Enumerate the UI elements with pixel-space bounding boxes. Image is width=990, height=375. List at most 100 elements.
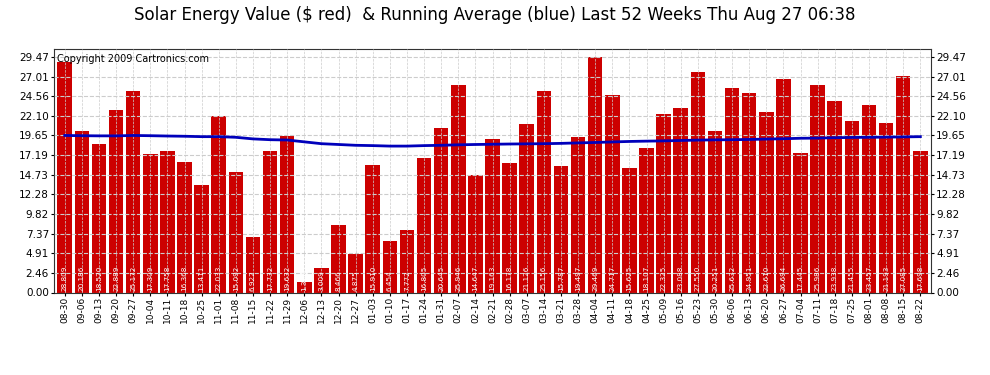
Text: 27.550: 27.550: [695, 266, 701, 291]
Text: 16.805: 16.805: [421, 266, 427, 291]
Bar: [896, 76, 911, 292]
Bar: [622, 168, 637, 292]
Text: 22.033: 22.033: [216, 266, 222, 291]
Text: 4.875: 4.875: [352, 270, 358, 291]
Bar: [348, 254, 363, 292]
Bar: [314, 268, 329, 292]
Bar: [262, 151, 277, 292]
Bar: [400, 230, 414, 292]
Bar: [759, 112, 773, 292]
Text: 23.088: 23.088: [678, 266, 684, 291]
Text: 14.647: 14.647: [472, 266, 478, 291]
Bar: [451, 85, 465, 292]
Text: 25.986: 25.986: [815, 266, 821, 291]
Text: 26.694: 26.694: [780, 266, 786, 291]
Text: 24.951: 24.951: [746, 266, 752, 291]
Text: 20.645: 20.645: [439, 266, 445, 291]
Bar: [913, 151, 928, 292]
Text: 22.610: 22.610: [763, 266, 769, 291]
Text: 25.946: 25.946: [455, 266, 461, 291]
Bar: [434, 128, 448, 292]
Bar: [365, 165, 380, 292]
Bar: [605, 95, 620, 292]
Bar: [879, 123, 893, 292]
Bar: [828, 101, 842, 292]
Text: 25.156: 25.156: [541, 266, 546, 291]
Bar: [553, 166, 568, 292]
Text: 16.368: 16.368: [181, 266, 187, 291]
Text: 17.758: 17.758: [164, 266, 170, 291]
Text: 18.107: 18.107: [644, 266, 649, 291]
Bar: [742, 93, 756, 292]
Bar: [708, 130, 723, 292]
Text: 15.787: 15.787: [558, 266, 564, 291]
Bar: [502, 163, 517, 292]
Text: 16.178: 16.178: [507, 266, 513, 291]
Text: 20.186: 20.186: [79, 266, 85, 291]
Bar: [571, 136, 585, 292]
Bar: [246, 237, 260, 292]
Bar: [160, 151, 174, 292]
Bar: [588, 57, 603, 292]
Bar: [332, 225, 346, 292]
Text: 15.625: 15.625: [627, 266, 633, 291]
Bar: [57, 62, 72, 292]
Text: 17.309: 17.309: [148, 266, 153, 291]
Text: 23.938: 23.938: [832, 266, 838, 291]
Text: 19.163: 19.163: [489, 266, 496, 291]
Bar: [280, 136, 294, 292]
Text: 3.009: 3.009: [319, 270, 325, 291]
Bar: [143, 154, 157, 292]
Text: 28.809: 28.809: [61, 266, 67, 291]
Text: 15.092: 15.092: [233, 266, 239, 291]
Bar: [417, 158, 432, 292]
Text: 21.193: 21.193: [883, 266, 889, 291]
Bar: [382, 241, 397, 292]
Bar: [74, 131, 89, 292]
Bar: [844, 121, 859, 292]
Bar: [194, 185, 209, 292]
Text: 6.922: 6.922: [249, 270, 256, 291]
Bar: [537, 92, 551, 292]
Bar: [177, 162, 192, 292]
Bar: [520, 124, 534, 292]
Bar: [811, 85, 825, 292]
Text: 20.251: 20.251: [712, 266, 718, 291]
Bar: [656, 114, 671, 292]
Text: 7.772: 7.772: [404, 270, 410, 291]
Text: 1.369: 1.369: [301, 270, 307, 291]
Bar: [297, 282, 312, 292]
Bar: [725, 88, 740, 292]
Text: 25.172: 25.172: [130, 266, 137, 291]
Text: 19.632: 19.632: [284, 266, 290, 291]
Text: 15.910: 15.910: [369, 266, 376, 291]
Text: 13.411: 13.411: [199, 266, 205, 291]
Bar: [212, 116, 226, 292]
Bar: [126, 92, 141, 292]
Bar: [776, 79, 791, 292]
Bar: [109, 110, 124, 292]
Bar: [92, 144, 106, 292]
Text: 19.497: 19.497: [575, 266, 581, 291]
Bar: [673, 108, 688, 292]
Text: 6.454: 6.454: [387, 270, 393, 291]
Text: 25.632: 25.632: [729, 266, 736, 291]
Text: 29.469: 29.469: [592, 266, 598, 291]
Text: Copyright 2009 Cartronics.com: Copyright 2009 Cartronics.com: [57, 54, 209, 64]
Bar: [793, 153, 808, 292]
Text: 22.325: 22.325: [660, 266, 666, 291]
Text: 21.455: 21.455: [848, 266, 855, 291]
Text: 24.717: 24.717: [609, 266, 616, 291]
Bar: [485, 140, 500, 292]
Text: Solar Energy Value ($ red)  & Running Average (blue) Last 52 Weeks Thu Aug 27 06: Solar Energy Value ($ red) & Running Ave…: [135, 6, 855, 24]
Bar: [468, 176, 483, 292]
Text: 8.466: 8.466: [336, 270, 342, 291]
Bar: [229, 172, 244, 292]
Text: 27.085: 27.085: [900, 266, 906, 291]
Text: 23.457: 23.457: [866, 266, 872, 291]
Bar: [691, 72, 705, 292]
Text: 21.126: 21.126: [524, 266, 530, 291]
Bar: [861, 105, 876, 292]
Bar: [640, 148, 653, 292]
Text: 18.520: 18.520: [96, 266, 102, 291]
